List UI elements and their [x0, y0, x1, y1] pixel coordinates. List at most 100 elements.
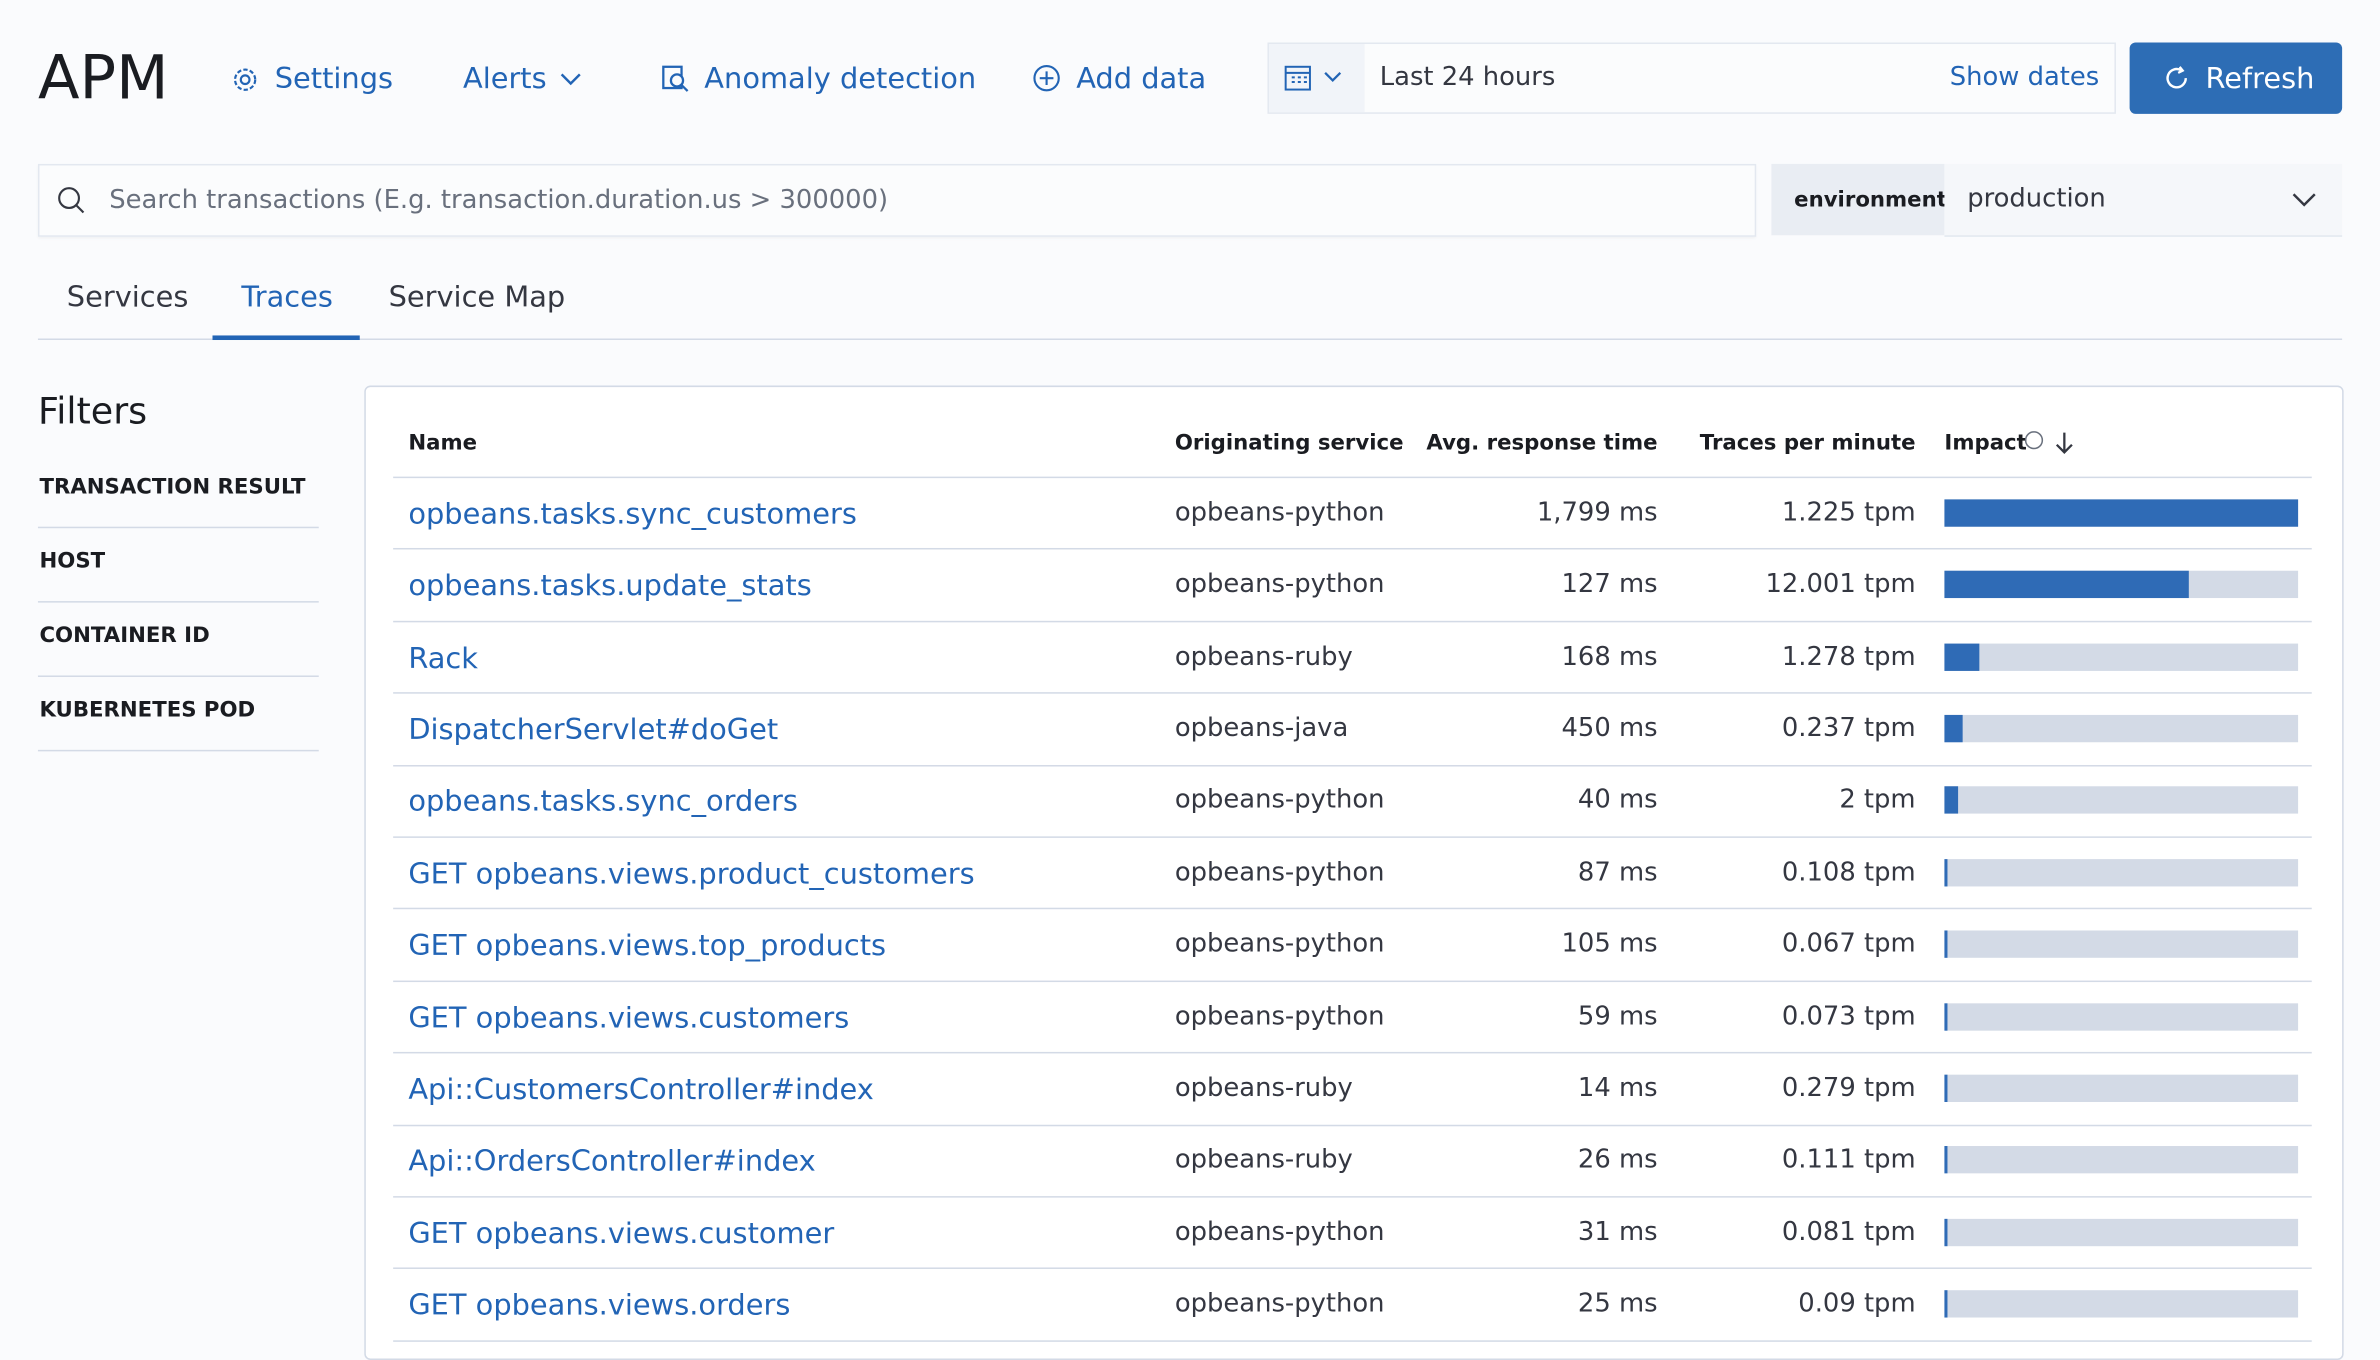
impact-bar [1944, 1074, 1948, 1102]
transaction-name[interactable]: opbeans.tasks.sync_customers [408, 497, 857, 531]
environment-label-box [1771, 163, 1945, 236]
transaction-name[interactable]: Rack [408, 641, 478, 675]
traces-per-minute: 0.073 tpm [1781, 1001, 1916, 1032]
tabs-border [37, 338, 2343, 341]
service-name: opbeans-ruby [1174, 641, 1353, 672]
avg-response: 31 ms [1577, 1216, 1658, 1248]
avg-response: 26 ms [1577, 1144, 1658, 1176]
impact-bar [1944, 714, 1963, 743]
refresh-icon [2166, 66, 2187, 89]
row-divider [393, 1052, 2312, 1054]
nav-link[interactable]: Anomaly detection [704, 62, 977, 96]
service-name: opbeans-python [1174, 785, 1385, 816]
avg-response: 87 ms [1577, 857, 1658, 888]
traces-per-minute: 0.108 tpm [1781, 857, 1916, 888]
environment-select[interactable] [1944, 163, 2343, 237]
column-header[interactable]: Avg. response time [1426, 431, 1658, 456]
date-picker [1267, 42, 2116, 114]
refresh-button[interactable] [2129, 42, 2343, 114]
filters-title: Filters [37, 390, 148, 433]
row-divider [393, 908, 2312, 910]
tab[interactable]: Services [66, 280, 189, 315]
tab[interactable]: Service Map [388, 280, 566, 315]
transaction-name[interactable]: Api::CustomersController#index [408, 1072, 874, 1107]
transaction-name[interactable]: Api::OrdersController#index [408, 1144, 816, 1179]
service-name: opbeans-python [1174, 497, 1385, 528]
row-divider [393, 980, 2312, 982]
transaction-name[interactable]: GET opbeans.views.orders [408, 1288, 791, 1323]
refresh-label[interactable]: Refresh [2205, 62, 2315, 96]
filter-divider [37, 675, 319, 677]
impact-bar [1944, 1290, 1948, 1318]
service-name: opbeans-java [1174, 713, 1349, 744]
filter-heading[interactable]: CONTAINER ID [39, 623, 210, 649]
environment-value[interactable]: production [1967, 183, 2106, 215]
row-divider [393, 692, 2312, 694]
impact-track [1944, 714, 2299, 743]
environment-label: environment [1794, 188, 1947, 213]
filter-heading[interactable]: KUBERNETES POD [39, 698, 256, 723]
row-divider [393, 1124, 2312, 1126]
search-placeholder: Search transactions (E.g. transaction.du… [109, 185, 889, 216]
impact-track [1944, 642, 2299, 671]
service-name: opbeans-python [1174, 1216, 1385, 1248]
service-name: opbeans-python [1174, 569, 1385, 600]
nav-link[interactable]: Add data [1076, 62, 1207, 96]
nav-link[interactable]: Settings [274, 62, 394, 96]
sort-arrow[interactable] [2054, 431, 2075, 455]
impact-track [1944, 1002, 2299, 1030]
show-dates[interactable]: Show dates [1949, 62, 2100, 93]
impact-track [1944, 930, 2299, 958]
impact-bar [1944, 498, 2299, 527]
filter-divider [37, 601, 319, 603]
avg-response: 40 ms [1577, 785, 1658, 816]
traces-per-minute: 0.111 tpm [1781, 1144, 1916, 1176]
row-divider [393, 836, 2312, 838]
transaction-name[interactable]: opbeans.tasks.update_stats [408, 569, 812, 603]
column-header[interactable]: Originating service [1174, 431, 1404, 456]
traces-per-minute: 0.09 tpm [1798, 1288, 1916, 1320]
app-title: APM [37, 44, 169, 114]
column-header[interactable]: Traces per minute [1699, 431, 1916, 456]
service-name: opbeans-python [1174, 1001, 1385, 1032]
transaction-name[interactable]: DispatcherServlet#doGet [408, 713, 779, 747]
transaction-name[interactable]: GET opbeans.views.customer [408, 1216, 835, 1251]
avg-response: 25 ms [1577, 1288, 1658, 1320]
settings-icon [233, 68, 257, 91]
search-box[interactable] [37, 163, 1757, 237]
traces-per-minute: 1.278 tpm [1781, 641, 1916, 672]
transaction-name[interactable]: GET opbeans.views.product_customers [408, 857, 975, 891]
traces-per-minute: 12.001 tpm [1765, 569, 1916, 600]
traces-per-minute: 2 tpm [1839, 785, 1916, 816]
avg-response: 127 ms [1561, 569, 1658, 600]
transaction-name[interactable]: GET opbeans.views.customers [408, 1001, 850, 1035]
traces-per-minute: 0.279 tpm [1781, 1072, 1916, 1104]
chevron [2292, 193, 2316, 207]
tab[interactable]: Traces [241, 280, 333, 315]
service-name: opbeans-python [1174, 929, 1385, 960]
impact-bar [1944, 930, 1948, 958]
transaction-name[interactable]: opbeans.tasks.sync_orders [408, 785, 798, 819]
traces-per-minute: 0.081 tpm [1781, 1216, 1916, 1248]
filter-divider [37, 749, 319, 752]
impact-bar [1944, 858, 1948, 886]
chevron [560, 73, 581, 86]
avg-response: 105 ms [1561, 929, 1658, 960]
impact-track [1944, 1218, 2299, 1246]
service-name: opbeans-ruby [1174, 1072, 1353, 1104]
service-name: opbeans-python [1174, 1288, 1385, 1320]
column-header[interactable]: Name [408, 431, 478, 456]
nav-link[interactable]: Alerts [462, 62, 547, 96]
row-divider [393, 764, 2312, 766]
filter-heading[interactable]: HOST [39, 549, 106, 574]
impact-bar [1944, 570, 2189, 599]
filter-divider [37, 526, 319, 529]
row-divider [393, 1196, 2312, 1198]
traces-per-minute: 0.067 tpm [1781, 929, 1916, 960]
filter-heading[interactable]: TRANSACTION RESULT [39, 475, 306, 500]
transaction-name[interactable]: GET opbeans.views.top_products [408, 929, 887, 963]
date-range[interactable]: Last 24 hours [1379, 62, 1556, 93]
column-header[interactable]: Impact [1944, 431, 2027, 456]
